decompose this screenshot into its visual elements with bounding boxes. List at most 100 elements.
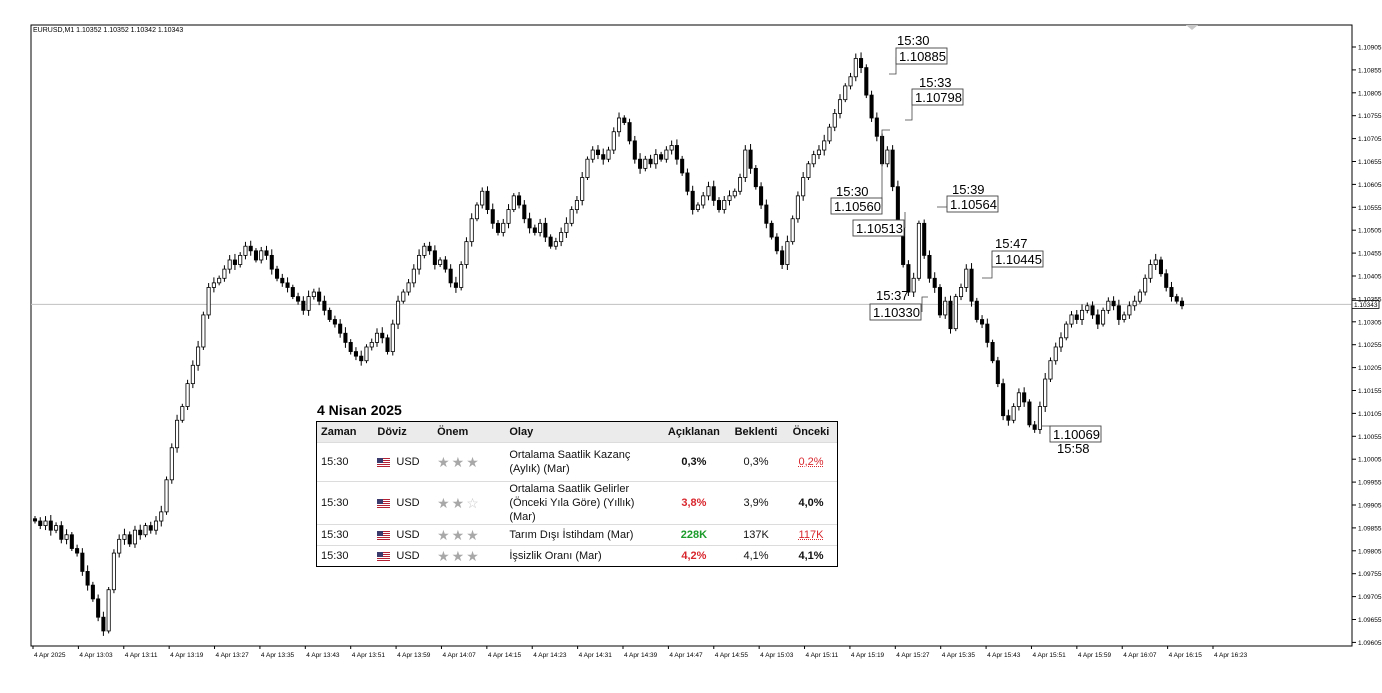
star-icon: ★ [437, 494, 452, 511]
candle [422, 242, 427, 259]
news-row[interactable]: 15:30 USD ★★☆ Ortalama Saatlik Gelirler … [317, 481, 837, 525]
x-tick-label: 4 Apr 14:23 [533, 652, 567, 659]
candle [1053, 342, 1058, 365]
candle-body-up [406, 282, 411, 293]
candle-body-down [759, 186, 764, 206]
candle-body-up [217, 277, 222, 284]
candle-body-up [738, 177, 743, 192]
candle [75, 544, 80, 557]
candle-body-up [222, 268, 227, 279]
candle [1037, 401, 1042, 434]
candle-body-up [701, 195, 706, 206]
candle [627, 118, 632, 145]
candle [716, 197, 722, 213]
candle-body-down [648, 158, 653, 165]
candle-body-up [1016, 392, 1021, 407]
candle-body-down [764, 204, 769, 224]
candle [769, 220, 774, 240]
candle [464, 237, 469, 269]
candle-body-down [543, 222, 548, 238]
star-icon: ★ [451, 453, 467, 470]
candle-body-up [111, 552, 116, 591]
candle [1058, 332, 1064, 352]
x-tick-label: 4 Apr 15:19 [851, 652, 885, 659]
candle [653, 149, 658, 169]
news-row[interactable]: 15:30 USD ★★★ İşsizlik Oranı (Mar) 4,2% … [317, 545, 837, 566]
candle [206, 283, 211, 319]
candle [538, 218, 543, 237]
candle [759, 182, 764, 209]
news-currency-cell: USD [373, 481, 434, 525]
candle-body-up [474, 204, 479, 220]
candle [801, 172, 806, 201]
candle [648, 154, 653, 168]
candle [406, 279, 411, 296]
news-row[interactable]: 15:30 USD ★★★ Ortalama Saatlik Kazanç (A… [317, 442, 837, 482]
candle-body-up [201, 314, 206, 348]
candle-body-down [290, 287, 295, 298]
candle-body-down [985, 323, 990, 343]
y-axis-ticks: 1.10905 1.10855 1.10805 1.10755 1.10705 1.106… [1352, 45, 1382, 647]
candle-body-down [264, 250, 269, 256]
candle-body-up [606, 149, 611, 160]
candle-body-down [680, 158, 685, 174]
candle [501, 218, 506, 237]
candle [790, 215, 795, 245]
candle-body-down [317, 291, 322, 302]
candle-body-up [132, 529, 137, 545]
candle [317, 287, 322, 306]
candle-body-up [1143, 277, 1148, 293]
candle [280, 273, 285, 287]
annotation-time: 15:47 [995, 236, 1028, 251]
y-tick-label: 1.09605 [1358, 640, 1382, 647]
annotation-price-box [911, 88, 964, 106]
candle-body-down [96, 598, 101, 618]
candle [522, 200, 527, 224]
col-header-actual: Açıklanan [660, 422, 727, 443]
candle [585, 156, 590, 181]
candle [1143, 274, 1148, 296]
candle-body-down [927, 254, 932, 279]
candle-body-up [143, 525, 148, 536]
candle [638, 153, 643, 174]
candle-body-down [748, 149, 753, 169]
candle-body-up [390, 323, 395, 352]
candle [138, 524, 143, 540]
candle [885, 146, 890, 168]
candle-body-down [274, 268, 280, 279]
y-tick-label: 1.10905 [1358, 45, 1382, 52]
candle [527, 212, 532, 234]
candle [732, 188, 737, 199]
candle [911, 272, 916, 297]
candle-body-up [801, 177, 806, 197]
candle [401, 289, 406, 304]
candle-body-down [248, 245, 253, 252]
candle [490, 203, 495, 229]
candle-body-up [1011, 406, 1016, 421]
news-forecast: 4,1% [727, 545, 785, 566]
news-actual: 3,8% [660, 481, 727, 525]
news-currency-cell: USD [373, 545, 434, 566]
news-row[interactable]: 15:30 USD ★★★ Tarım Dışı İstihdam (Mar) … [317, 524, 837, 546]
candle-body-down [638, 158, 643, 169]
candle [848, 72, 853, 90]
candle [1001, 378, 1006, 421]
candle-body-up [501, 222, 506, 233]
candle-body-down [343, 332, 348, 343]
candle-body-up [1043, 378, 1048, 407]
candle-body-up [643, 158, 648, 169]
candle-body-down [427, 245, 432, 252]
candle [738, 173, 743, 195]
candle [706, 181, 711, 201]
candle-body-up [1069, 314, 1074, 325]
candle-body-up [459, 264, 464, 288]
candle-body-down [922, 222, 927, 256]
annotation-price-box [1049, 425, 1102, 443]
candle-body-down [1174, 296, 1179, 302]
candle [296, 292, 301, 305]
candle [811, 150, 816, 168]
star-icon: ★ [437, 547, 452, 564]
